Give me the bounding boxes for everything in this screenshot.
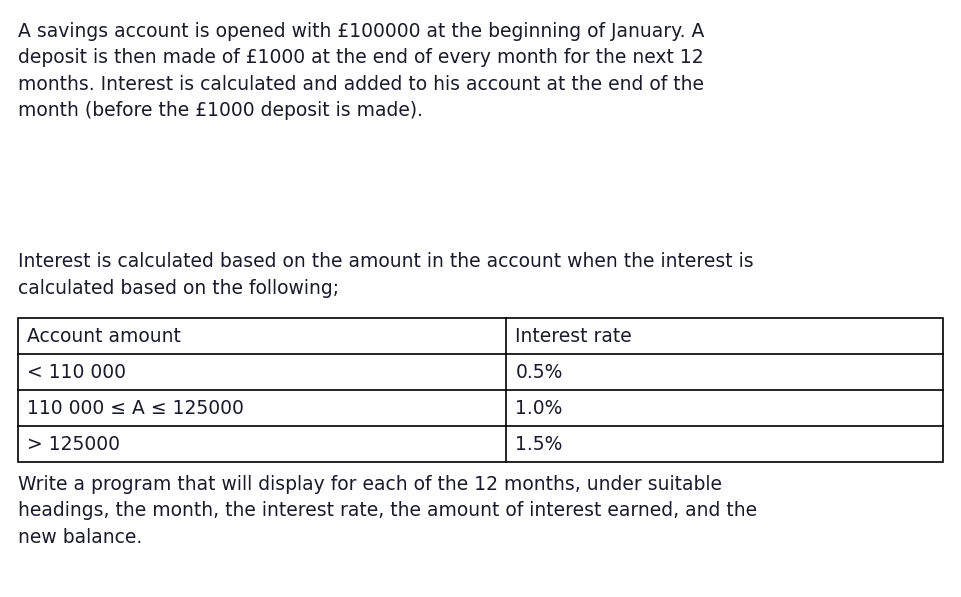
Text: 1.0%: 1.0% (515, 399, 563, 417)
Text: Interest rate: Interest rate (515, 327, 632, 346)
Text: > 125000: > 125000 (27, 435, 120, 454)
Text: Account amount: Account amount (27, 327, 181, 346)
Text: Interest is calculated based on the amount in the account when the interest is
c: Interest is calculated based on the amou… (18, 252, 753, 297)
Text: A savings account is opened with £100000 at the beginning of January. A
deposit : A savings account is opened with £100000… (18, 22, 704, 121)
Text: 110 000 ≤ A ≤ 125000: 110 000 ≤ A ≤ 125000 (27, 399, 244, 417)
Text: Write a program that will display for each of the 12 months, under suitable
head: Write a program that will display for ea… (18, 475, 757, 547)
Text: 1.5%: 1.5% (515, 435, 563, 454)
Text: 0.5%: 0.5% (515, 362, 563, 381)
Bar (18, 318, 943, 462)
Text: < 110 000: < 110 000 (27, 362, 126, 381)
